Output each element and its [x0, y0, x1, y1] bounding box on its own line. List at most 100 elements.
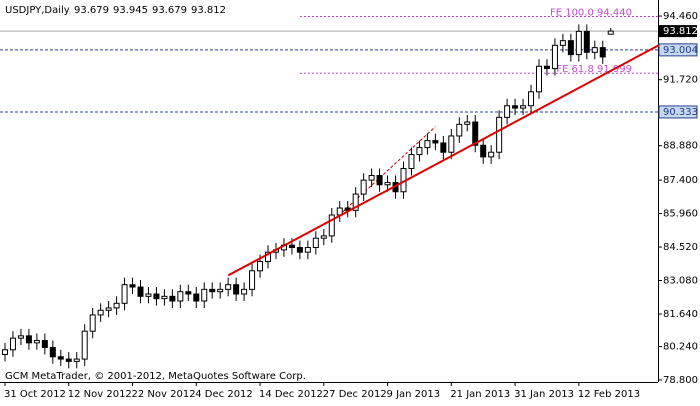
candle-body: [368, 174, 375, 181]
candle-body: [57, 356, 64, 360]
x-tick-label: 9 Jan 2013: [387, 389, 441, 400]
candle-body: [65, 358, 72, 362]
candle-body: [49, 346, 56, 358]
candle-body: [137, 286, 144, 297]
ohlc-high: 93.945: [113, 5, 148, 16]
candle-body: [512, 105, 519, 109]
candle-body: [543, 65, 550, 70]
candle-body: [288, 244, 295, 249]
candle-body: [408, 154, 415, 170]
candle-body: [384, 181, 391, 186]
candle-body: [73, 358, 80, 362]
candle-body: [567, 40, 574, 56]
footer: GCM MetaTrader, © 2001-2012, MetaQuotes …: [5, 371, 306, 382]
candle-body: [424, 140, 431, 149]
y-tick-label: 84.520: [663, 242, 698, 253]
ohlc-low: 93.679: [152, 5, 187, 16]
candle-body: [352, 193, 359, 211]
candle-body: [551, 44, 558, 70]
candle-body: [217, 288, 224, 293]
candle-body: [599, 47, 606, 58]
candle-body: [233, 284, 240, 295]
candle-body: [177, 291, 184, 302]
level-label-bg: [658, 105, 698, 119]
candle-body: [448, 135, 455, 153]
x-tick-label: 31 Jan 2013: [514, 389, 574, 400]
candle-body: [2, 349, 8, 355]
candle-body: [89, 314, 96, 332]
candle-body: [360, 179, 367, 195]
candle-body: [488, 151, 495, 158]
candle-body: [456, 123, 463, 137]
candle-body: [472, 121, 479, 146]
candle-body: [17, 335, 24, 339]
candle-body: [520, 105, 527, 109]
ohlc-open: 93.679: [74, 5, 109, 16]
candle-body: [97, 309, 104, 316]
y-tick-label: 91.720: [663, 75, 698, 86]
ohlc-close: 93.812: [191, 5, 226, 16]
y-tick-label: 87.400: [663, 175, 698, 186]
candle-body: [328, 214, 335, 237]
candle-body: [241, 288, 248, 295]
candle-body: [464, 121, 471, 125]
candle-body: [145, 293, 152, 297]
price-label: 93.812: [663, 26, 698, 37]
candle-body: [161, 295, 168, 300]
x-tick-label: 27 Dec 2012: [323, 389, 387, 400]
x-tick-label: 14 Dec 2012: [259, 389, 323, 400]
candle-body: [121, 284, 128, 304]
candle-body: [113, 302, 120, 309]
candle-body: [265, 251, 272, 262]
candle-body: [225, 284, 232, 290]
candle-body: [535, 65, 542, 93]
y-tick-label: 80.240: [663, 342, 698, 353]
chart-title: USDJPY,Daily: [5, 5, 70, 16]
candle-body: [496, 116, 503, 153]
y-tick-label: 78.800: [663, 375, 698, 386]
x-tick-label: 21 Jan 2013: [450, 389, 510, 400]
candle-body: [33, 339, 40, 344]
candle-body: [575, 30, 582, 56]
candle-body: [129, 284, 136, 288]
candle-body: [591, 47, 598, 53]
fibo-label: FE 100.0 94.440: [550, 8, 632, 19]
candle-body: [193, 293, 200, 302]
candle-body: [480, 144, 487, 158]
candle-body: [416, 147, 423, 156]
candle-body: [81, 330, 88, 360]
price-label-bg: [659, 25, 697, 38]
candle-body: [185, 291, 192, 295]
candle-body: [41, 339, 48, 348]
candle-body: [559, 40, 566, 46]
candle-body: [25, 335, 32, 344]
level-label: 93.004: [663, 45, 698, 56]
y-tick-label: 83.080: [663, 276, 698, 287]
candle-body: [312, 237, 319, 249]
y-tick-label: 88.880: [663, 141, 698, 152]
candle-body: [209, 288, 216, 293]
candle-body: [201, 288, 208, 302]
candle-body: [320, 235, 327, 239]
level-label: 90.333: [663, 107, 698, 118]
trend-line: [227, 44, 660, 277]
candle-body: [304, 247, 311, 253]
candle-body: [440, 142, 447, 153]
candle-body: [583, 30, 590, 53]
x-tick-label: 22 Nov 2012: [132, 389, 196, 400]
x-tick-label: 12 Feb 2013: [578, 389, 640, 400]
candle-body: [376, 174, 383, 186]
candle-body: [105, 307, 112, 311]
candle-body: [296, 247, 303, 253]
candle-body: [169, 295, 176, 302]
y-tick-label: 94.460: [663, 11, 698, 22]
candle-body: [249, 270, 256, 290]
candle-body: [504, 105, 511, 118]
x-tick-label: 4 Dec 2012: [195, 389, 253, 400]
x-tick-label: 12 Nov 2012: [68, 389, 132, 400]
fibo-base-line: [331, 126, 436, 223]
y-tick-label: 81.640: [663, 309, 698, 320]
x-tick-label: 31 Oct 2012: [4, 389, 66, 400]
